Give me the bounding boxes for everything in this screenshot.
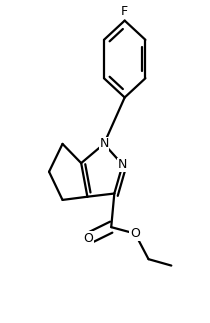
Text: O: O [84,232,93,245]
Text: N: N [99,137,109,151]
Text: O: O [130,227,140,240]
Text: F: F [121,5,128,18]
Text: N: N [118,158,127,171]
